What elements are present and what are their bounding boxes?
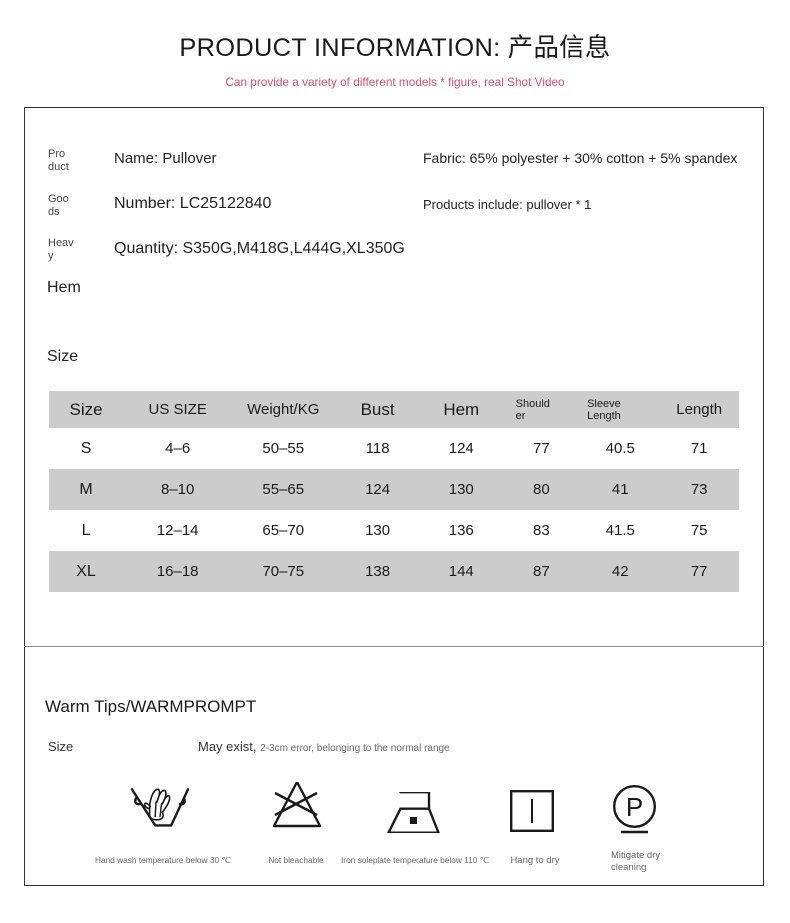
svg-text:P: P [626, 792, 643, 822]
